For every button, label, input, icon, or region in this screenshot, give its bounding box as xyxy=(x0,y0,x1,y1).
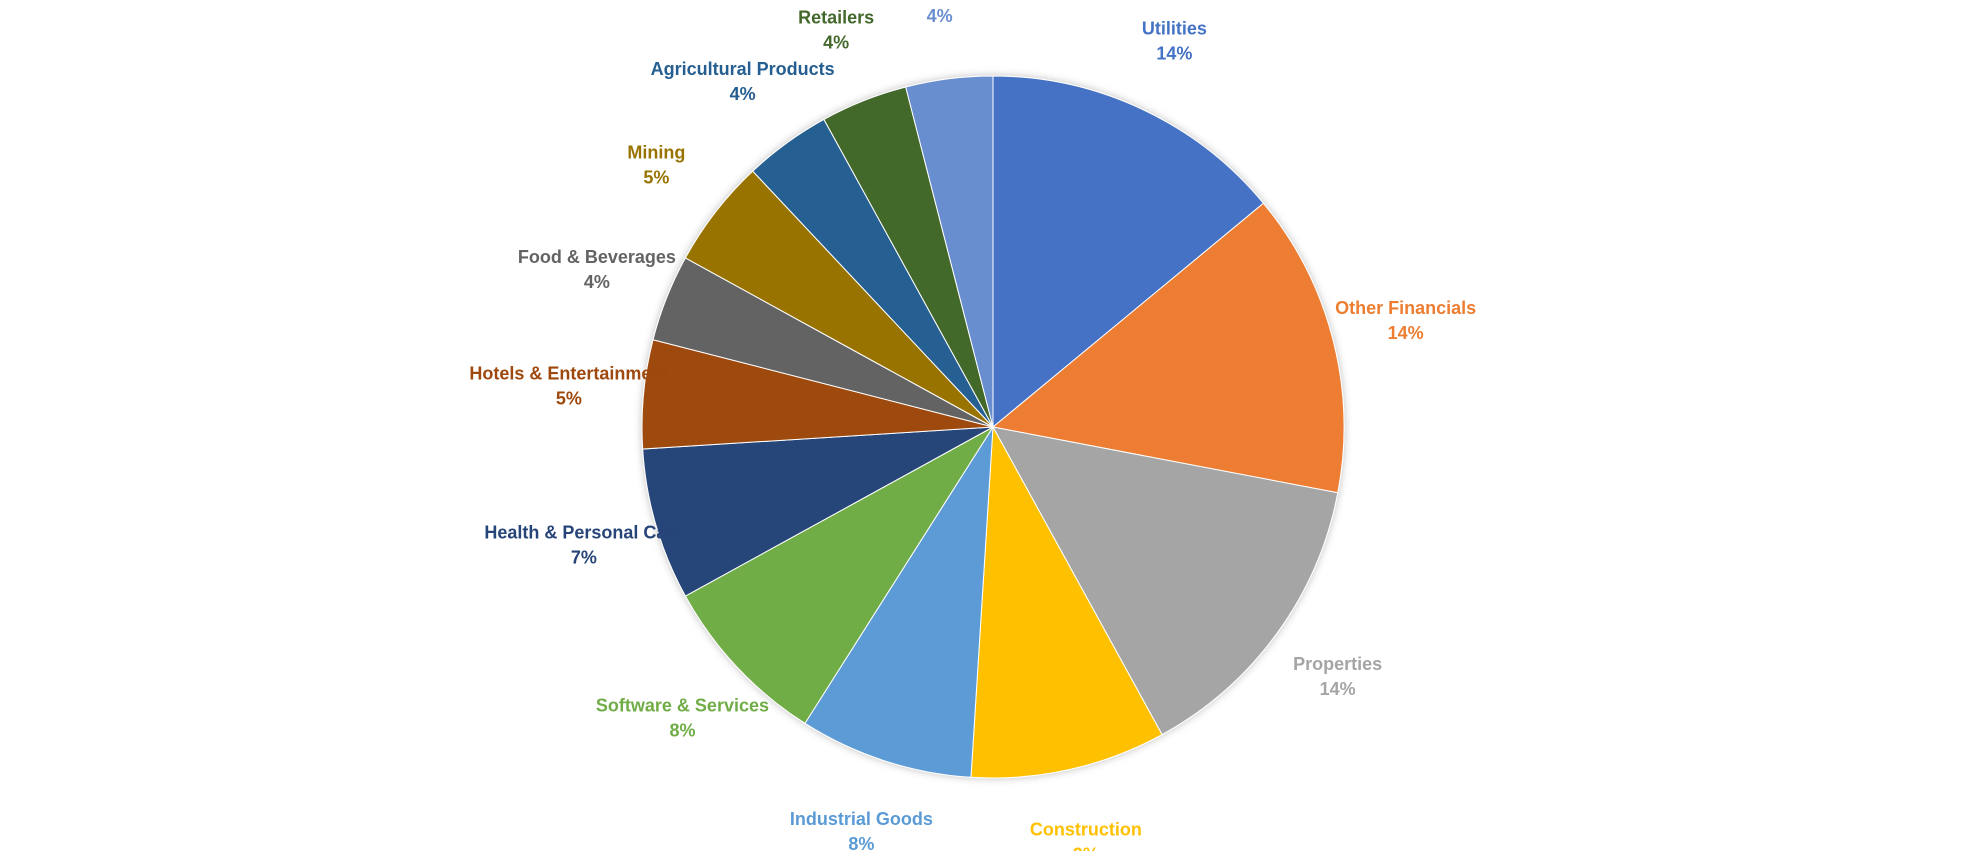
category-label: Industrial Goods xyxy=(790,809,933,829)
data-label: Agricultural Products 4% xyxy=(651,59,835,104)
value-label: 5% xyxy=(556,389,582,409)
value-label: 4% xyxy=(730,84,756,104)
data-label: Industrial Goods 8% xyxy=(790,809,933,851)
data-label: Hotels & Entertainment 5% xyxy=(469,364,668,409)
data-label: Utilities 14% xyxy=(1142,18,1207,63)
category-label: Mining xyxy=(627,143,685,163)
slice xyxy=(970,425,1163,779)
data-label: Construction 9% xyxy=(1030,819,1142,851)
slice xyxy=(804,426,994,778)
slice xyxy=(992,426,1339,736)
pie xyxy=(641,75,1345,779)
data-label: Health & Personal Care 7% xyxy=(484,523,683,568)
slice xyxy=(642,426,994,597)
slice xyxy=(991,202,1345,494)
category-label: Food & Beverages xyxy=(518,247,676,267)
category-label: Utilities xyxy=(1142,18,1207,38)
value-label: 14% xyxy=(1320,679,1356,699)
data-label: Telecommunications 4% xyxy=(851,0,1029,26)
data-label: Food & Beverages 4% xyxy=(518,247,676,292)
data-label: Retailers 4% xyxy=(798,8,874,53)
value-label: 5% xyxy=(643,168,669,188)
category-label: Software & Services xyxy=(596,695,769,715)
value-label: 7% xyxy=(571,548,597,568)
value-label: 8% xyxy=(669,720,695,740)
slice xyxy=(905,75,994,428)
value-label: 9% xyxy=(1073,844,1099,851)
category-label: Health & Personal Care xyxy=(484,523,683,543)
slice xyxy=(992,75,1265,429)
category-label: Other Financials xyxy=(1335,298,1476,318)
value-label: 14% xyxy=(1156,43,1192,63)
category-label: Agricultural Products xyxy=(651,59,835,79)
value-label: 14% xyxy=(1388,323,1424,343)
category-label: Retailers xyxy=(798,8,874,28)
value-label: 8% xyxy=(848,834,874,851)
data-label: Mining 5% xyxy=(627,143,685,188)
data-label: Software & Services 8% xyxy=(596,695,769,740)
category-label: Telecommunications xyxy=(851,0,1029,1)
value-label: 4% xyxy=(927,6,953,26)
category-label: Hotels & Entertainment xyxy=(469,364,668,384)
slice xyxy=(684,426,994,725)
data-label: Properties 14% xyxy=(1293,654,1382,699)
category-label: Properties xyxy=(1293,654,1382,674)
value-label: 4% xyxy=(823,33,849,53)
category-label: Construction xyxy=(1030,819,1142,839)
value-label: 4% xyxy=(584,272,610,292)
data-label: Other Financials 14% xyxy=(1335,298,1476,343)
